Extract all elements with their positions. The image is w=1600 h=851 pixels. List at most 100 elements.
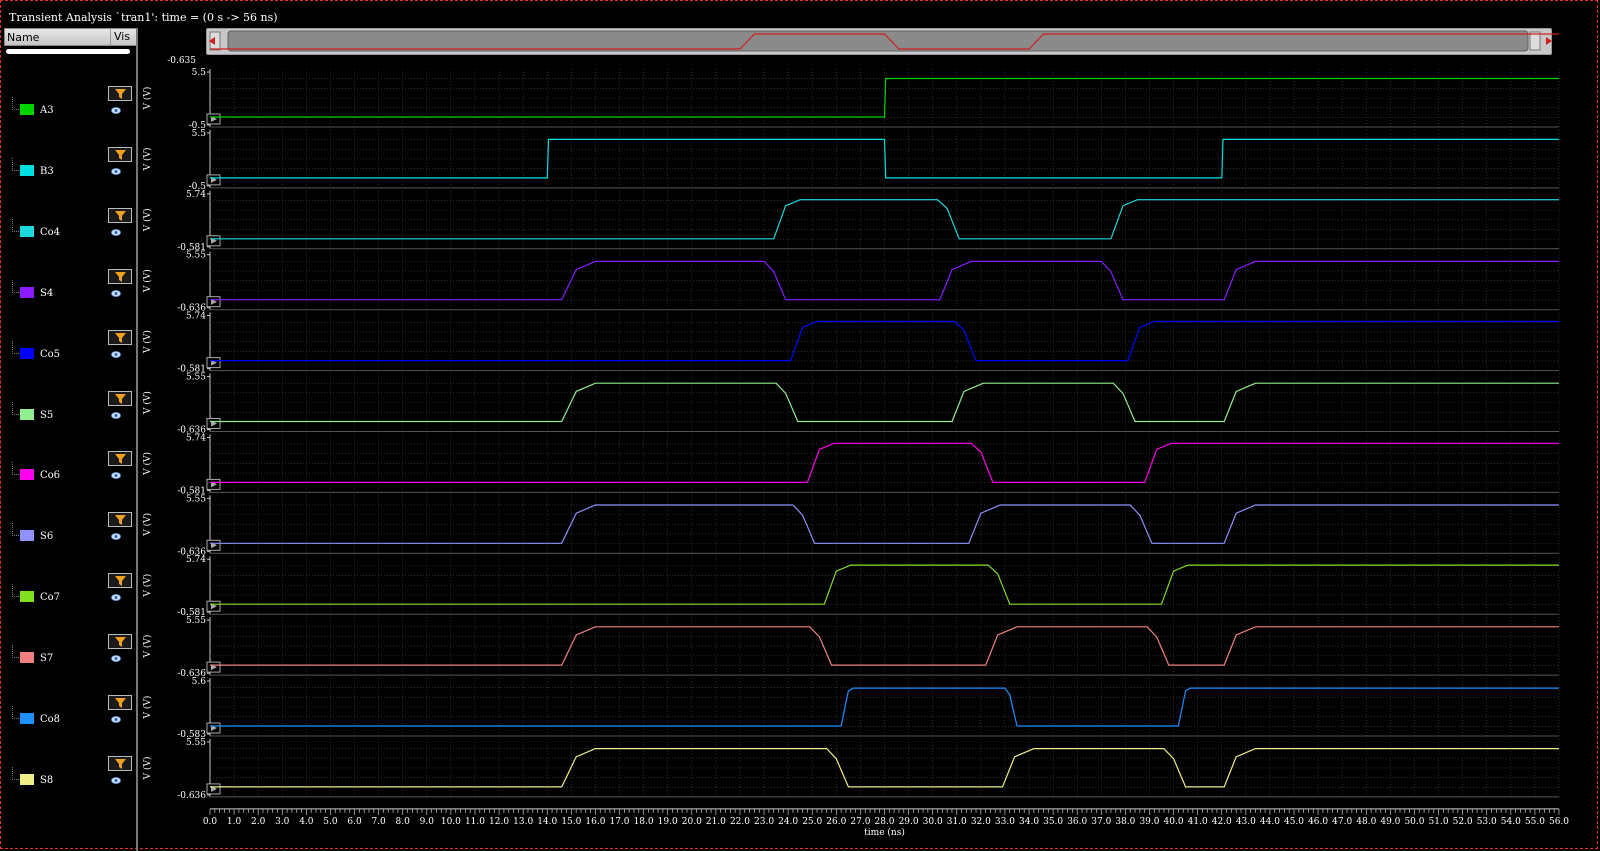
play-arrow-icon[interactable]: [206, 113, 221, 125]
signal-row-s6[interactable]: S6: [4, 497, 137, 558]
x-tick-label: 22.0: [730, 817, 750, 827]
waveform-b3: [210, 138, 1559, 179]
signal-row-s5[interactable]: S5: [4, 376, 137, 437]
eye-icon[interactable]: [111, 776, 121, 784]
x-tick-label: 46.0: [1308, 817, 1328, 827]
x-tick-label: 56.0: [1549, 817, 1569, 827]
eye-icon[interactable]: [111, 228, 121, 236]
signal-color-swatch: [20, 591, 34, 603]
x-tick-label: 21.0: [706, 817, 726, 827]
signal-color-swatch: [20, 347, 34, 359]
tree-connector: [12, 279, 19, 293]
filter-icon[interactable]: [108, 634, 132, 650]
play-arrow-icon[interactable]: [206, 600, 221, 612]
signal-row-a3[interactable]: A3: [4, 71, 137, 132]
eye-icon[interactable]: [111, 411, 121, 419]
filter-icon[interactable]: [108, 390, 132, 406]
x-tick-label: 38.0: [1115, 817, 1135, 827]
signal-row-co6[interactable]: Co6: [4, 436, 137, 497]
filter-icon[interactable]: [108, 695, 132, 710]
signal-row-co4[interactable]: Co4: [4, 193, 137, 254]
signal-row-co8[interactable]: Co8: [4, 680, 137, 741]
eye-icon[interactable]: [111, 533, 121, 541]
waveform-panel-s4: 5.55 -0.636 V (V): [142, 251, 1560, 314]
overview-thumb: [227, 30, 1529, 52]
y-axis-label: V (V): [142, 269, 153, 293]
play-arrow-icon[interactable]: [206, 296, 221, 308]
x-tick-label: 43.0: [1236, 817, 1256, 827]
y-max-label: 5.55: [186, 251, 206, 261]
signal-row-s8[interactable]: S8: [4, 741, 137, 802]
y-max-label: 5.74: [186, 312, 206, 322]
x-tick-label: 0.0: [203, 817, 218, 827]
play-arrow-icon[interactable]: [206, 783, 221, 795]
x-tick-label: 7.0: [371, 817, 386, 827]
tree-connector: [12, 157, 19, 171]
play-arrow-icon[interactable]: [206, 418, 221, 429]
x-tick-label: 48.0: [1356, 817, 1376, 827]
play-arrow-icon[interactable]: [206, 235, 221, 247]
x-tick-label: 19.0: [658, 817, 678, 827]
eye-icon[interactable]: [111, 289, 121, 297]
x-tick-label: 53.0: [1477, 817, 1497, 827]
signal-row-co7[interactable]: Co7: [4, 558, 137, 619]
x-tick-label: 37.0: [1091, 817, 1111, 827]
filter-icon[interactable]: [108, 207, 132, 223]
filter-icon[interactable]: [108, 268, 132, 284]
signal-row-s7[interactable]: S7: [4, 619, 137, 680]
waveform-s5: [210, 382, 1559, 423]
x-tick-label: 35.0: [1043, 817, 1063, 827]
waveform-panel-s7: 5.55 -0.636 V (V): [142, 616, 1560, 679]
y-max-label: 5.55: [186, 616, 206, 626]
filter-icon[interactable]: [108, 86, 132, 101]
waveform-panel-co6: 5.74 -0.581 V (V): [142, 433, 1560, 496]
play-arrow-icon[interactable]: [206, 174, 221, 186]
signal-row-co5[interactable]: Co5: [4, 315, 137, 376]
filter-icon[interactable]: [108, 329, 132, 345]
eye-icon[interactable]: [111, 350, 121, 358]
signal-label: B3: [40, 165, 54, 177]
waveform-panel-s8: 5.55 -0.636 V (V): [142, 738, 1560, 801]
filter-icon[interactable]: [108, 573, 132, 589]
waveform-panel-co5: 5.74 -0.581 V (V): [142, 312, 1560, 375]
play-arrow-icon[interactable]: [206, 661, 221, 673]
eye-icon[interactable]: [111, 472, 121, 480]
x-tick-label: 29.0: [899, 817, 919, 827]
y-min-label: -0.636: [177, 304, 206, 314]
signal-label: S6: [40, 531, 54, 543]
y-axis-label: V (V): [142, 696, 153, 720]
signal-row-s4[interactable]: S4: [4, 254, 137, 315]
filter-icon[interactable]: [108, 451, 132, 467]
eye-icon[interactable]: [111, 594, 121, 602]
play-arrow-icon[interactable]: [206, 478, 221, 490]
tree-connector: [12, 340, 19, 354]
play-arrow-icon[interactable]: [206, 357, 221, 369]
play-arrow-icon[interactable]: [206, 539, 221, 551]
y-axis-label: V (V): [142, 756, 153, 780]
eye-icon[interactable]: [111, 107, 121, 114]
panel-splitter[interactable]: [136, 28, 138, 851]
x-tick-label: 39.0: [1139, 817, 1159, 827]
y-axis-label: V (V): [142, 452, 153, 476]
signal-color-swatch: [20, 469, 34, 481]
y-max-label: 5.74: [186, 555, 206, 565]
x-tick-label: 16.0: [585, 817, 605, 827]
signal-row-b3[interactable]: B3: [4, 132, 137, 193]
x-tick-label: 47.0: [1332, 817, 1352, 827]
column-header-vis[interactable]: Vis: [110, 29, 130, 45]
filter-icon[interactable]: [108, 512, 132, 528]
x-axis-label: time (ns): [864, 827, 905, 838]
y-axis-label: V (V): [142, 147, 153, 171]
signal-list-scrollbar[interactable]: [6, 49, 130, 54]
eye-icon[interactable]: [111, 716, 121, 723]
column-header-name[interactable]: Name: [7, 31, 40, 44]
eye-icon[interactable]: [111, 655, 121, 662]
play-arrow-icon[interactable]: [206, 722, 221, 734]
signal-label: S4: [40, 287, 54, 299]
eye-icon[interactable]: [111, 167, 121, 175]
filter-icon[interactable]: [108, 146, 132, 162]
x-tick-label: 45.0: [1284, 817, 1304, 827]
filter-icon[interactable]: [108, 755, 132, 771]
x-tick-label: 32.0: [971, 817, 991, 827]
